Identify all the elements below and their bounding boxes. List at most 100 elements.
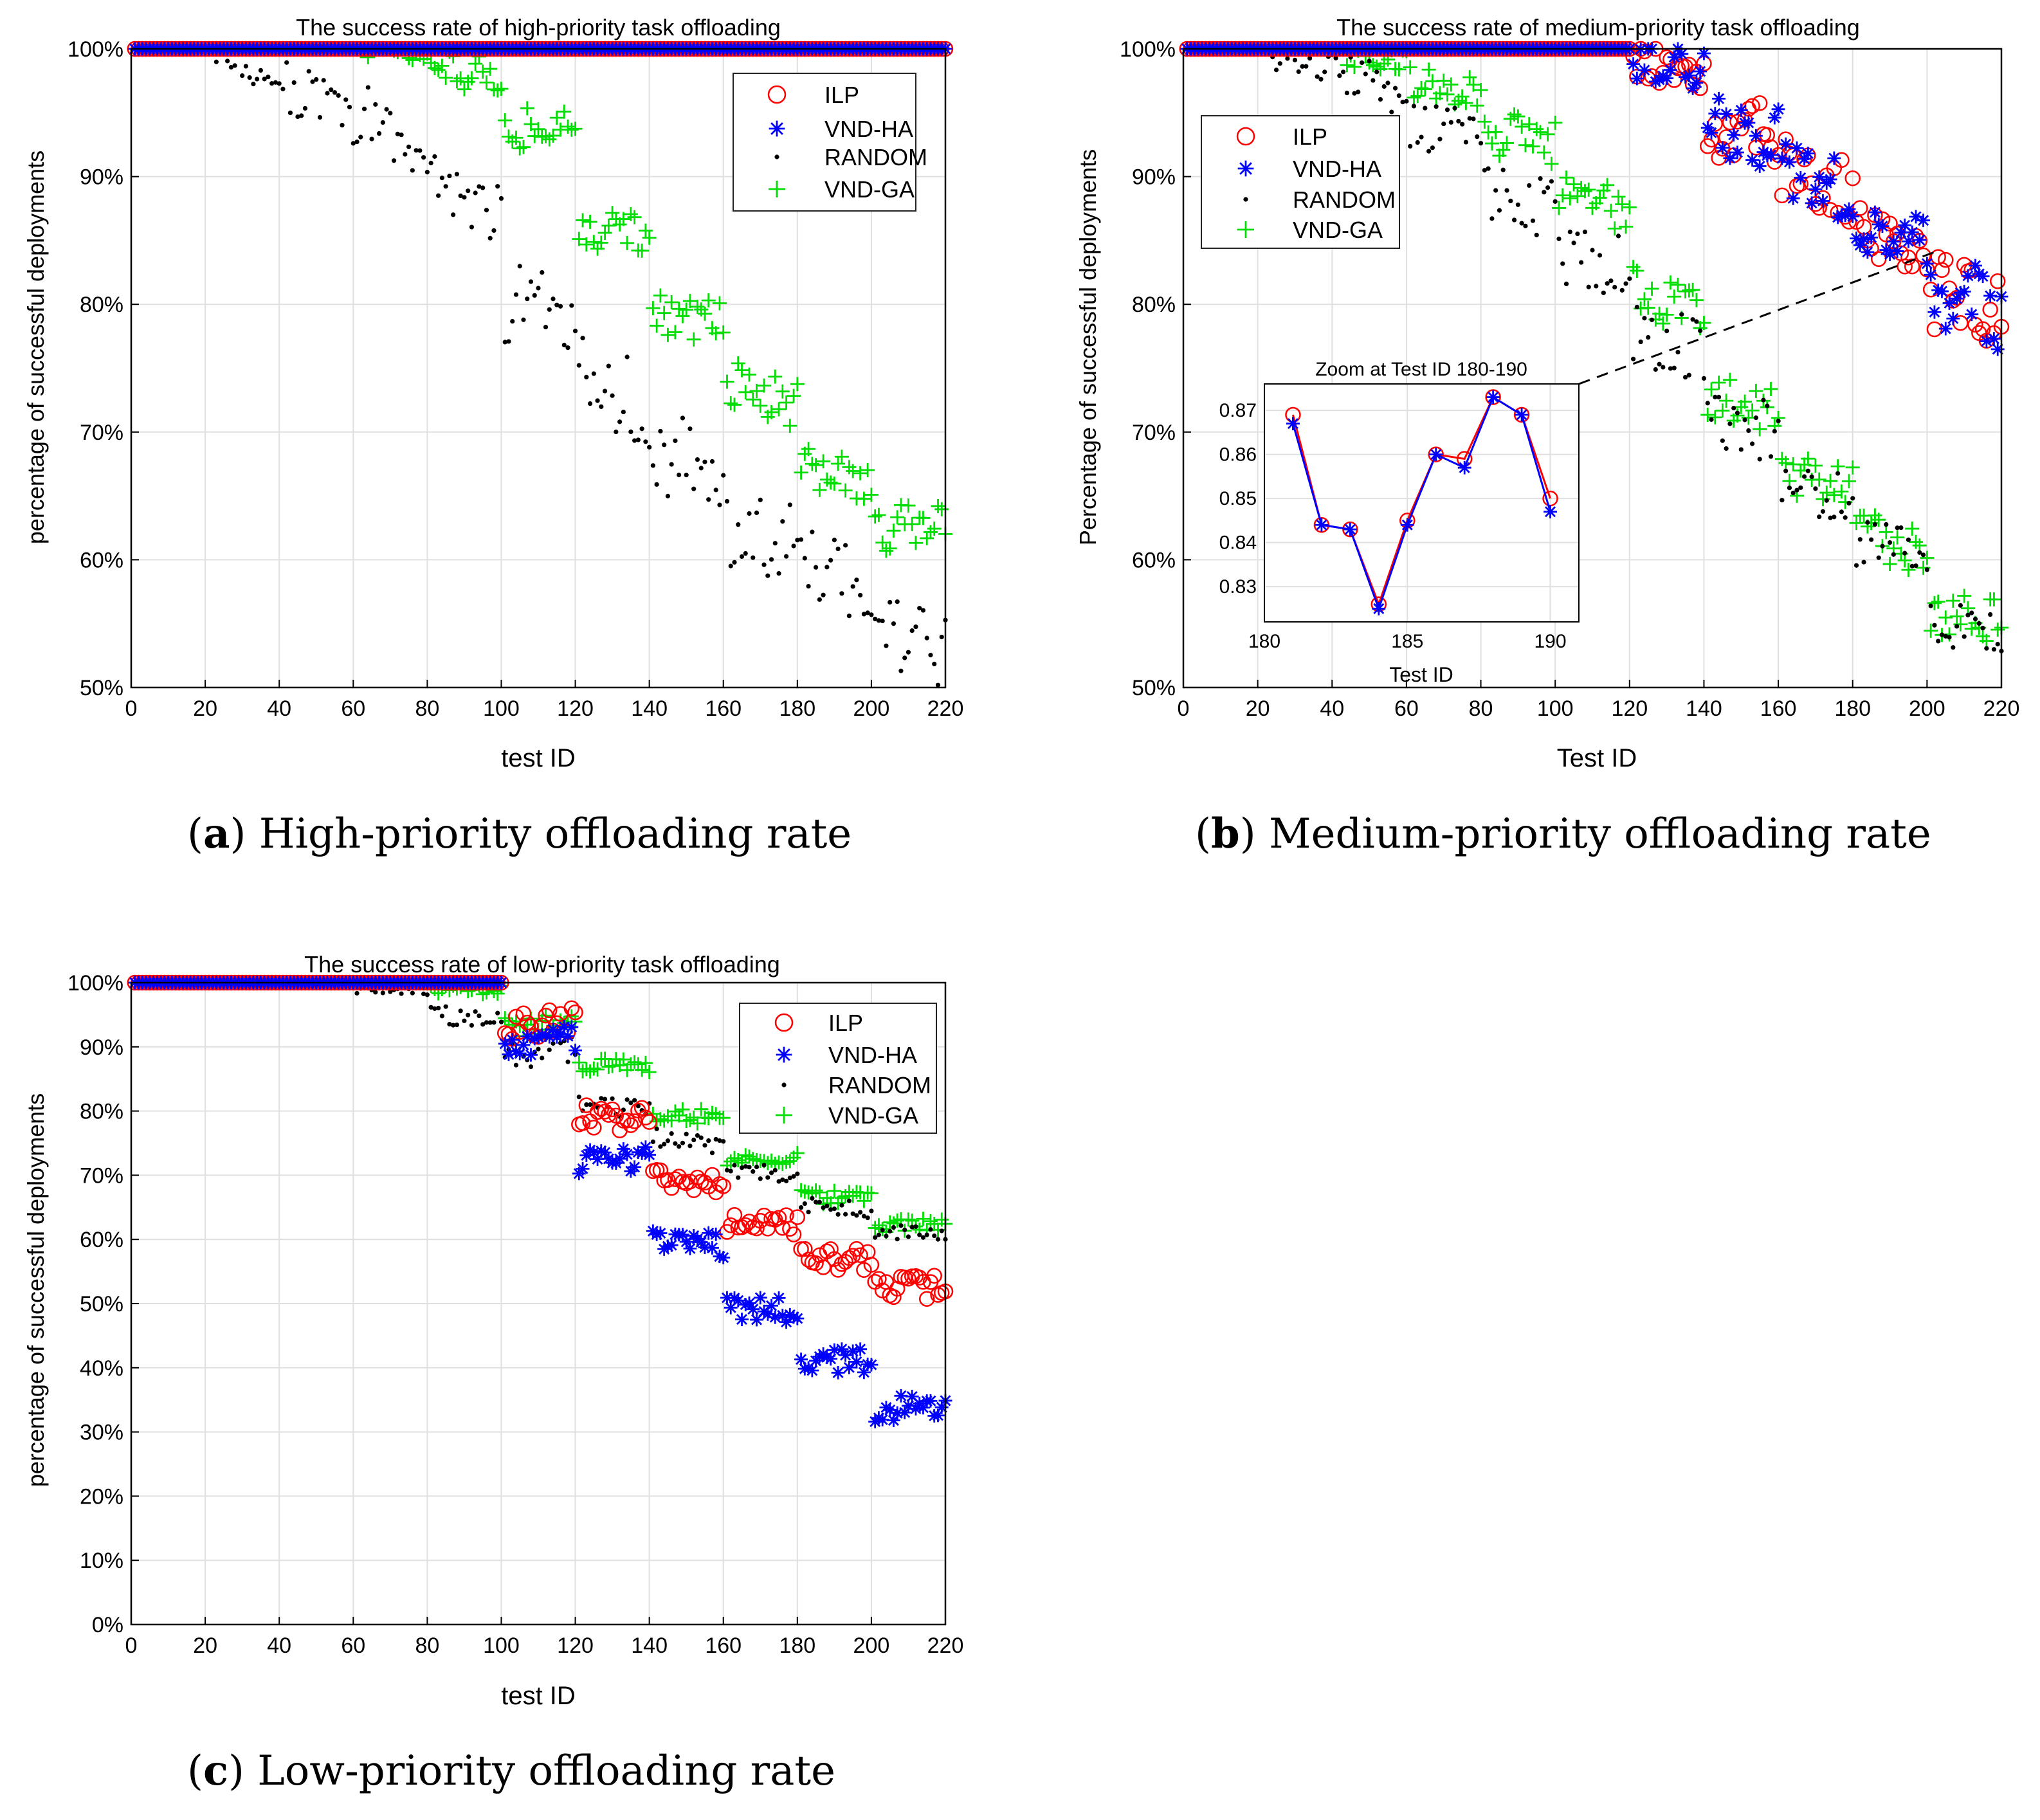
data-point-random [1337, 73, 1342, 78]
data-point-random [1381, 84, 1387, 89]
data-point-random [1426, 149, 1432, 154]
data-point-random [1765, 403, 1770, 408]
data-point-vnd-ga [916, 1212, 931, 1226]
data-point-random [643, 439, 648, 444]
x-tick-label: 220 [1983, 696, 2020, 721]
data-point-random [1511, 217, 1517, 223]
data-point-random [650, 463, 655, 468]
data-point-vnd-ha [1753, 159, 1767, 173]
data-point-vnd-ga [886, 523, 901, 538]
data-point-vnd-ga [1459, 96, 1473, 111]
data-point-vnd-ga [682, 294, 697, 309]
data-point-vnd-ha [642, 1148, 657, 1162]
data-point-random [880, 618, 885, 624]
data-point-random [739, 554, 745, 560]
data-point-random [665, 493, 671, 498]
data-point-vnd-ga [1637, 292, 1652, 307]
data-point-random [888, 599, 893, 605]
data-point-vnd-ha [1794, 170, 1808, 185]
data-point-random [532, 293, 537, 298]
data-point-random [688, 426, 693, 432]
data-point-random [706, 1138, 711, 1143]
data-point-random [858, 592, 863, 598]
data-point-random [1333, 55, 1338, 60]
data-point-random [787, 502, 792, 507]
data-point-random [1456, 118, 1461, 124]
data-point-vnd-ga [1897, 553, 1912, 568]
data-point-vnd-ga [675, 1102, 690, 1117]
inset-plot: 180 185 190 0.83 0.84 0.85 0.86 0.87 [1219, 383, 1580, 652]
data-point-random [462, 1018, 467, 1023]
data-point-random [677, 1144, 682, 1149]
data-point-vnd-ga [1909, 534, 1924, 549]
data-point-random [295, 114, 300, 120]
data-point-vnd-ha [1764, 148, 1778, 162]
inset-x-tick-label: 190 [1535, 631, 1567, 652]
data-point-random [821, 1205, 826, 1210]
data-point-random [728, 563, 733, 569]
data-point-vnd-ha [1868, 205, 1882, 219]
data-point-random [684, 472, 689, 478]
data-point-vnd-ga [787, 388, 801, 403]
data-point-random [1727, 421, 1733, 426]
y-tick-label: 30% [80, 1421, 123, 1445]
data-point-random [695, 457, 700, 462]
data-point-ilp [1751, 95, 1768, 111]
data-point-random [343, 97, 349, 102]
x-tick-label: 140 [1686, 696, 1722, 721]
data-point-vnd-ga [1611, 189, 1626, 204]
series-ilp [127, 974, 954, 1307]
data-point-random [1976, 621, 1981, 626]
data-point-random [1857, 537, 1862, 542]
data-point-vnd-ga [1890, 530, 1905, 545]
data-point-random [724, 1167, 730, 1173]
data-point-vnd-ga [1488, 125, 1503, 140]
data-point-vnd-ha [1704, 125, 1718, 140]
data-point-vnd-ga [1964, 621, 1979, 636]
caption-a-letter: a [203, 810, 230, 858]
data-point-vnd-ga [923, 525, 938, 540]
data-point-vnd-ga [749, 383, 764, 398]
data-point-vnd-ga [1979, 633, 1994, 648]
x-tick-label: 60 [1394, 696, 1419, 721]
x-tick-label: 160 [1760, 696, 1797, 721]
data-point-vnd-ga [490, 83, 505, 98]
data-point-random [561, 342, 567, 348]
inset-point-ilp [1513, 406, 1530, 423]
data-point-random [1735, 410, 1740, 415]
panel-a-title: The success rate of high-priority task o… [296, 14, 781, 41]
data-point-vnd-ga [616, 212, 631, 226]
inset-point-vnd-ha [1286, 417, 1300, 431]
data-point-vnd-ga [646, 301, 660, 316]
data-point-random [587, 1102, 593, 1107]
data-point-random [302, 105, 308, 111]
data-point-random [1750, 441, 1755, 446]
data-point-vnd-ha [1890, 244, 1904, 259]
data-point-random [873, 616, 878, 622]
data-point-vnd-ga [1525, 139, 1540, 154]
data-point-random [1690, 317, 1695, 322]
panel-b-axes-frame [1182, 48, 2003, 689]
data-point-vnd-ha [1749, 129, 1763, 143]
data-point-random [347, 104, 352, 110]
data-point-vnd-ga [1403, 60, 1417, 75]
data-point-random [824, 1203, 830, 1208]
x-tick-label: 80 [1469, 696, 1493, 721]
data-point-random [677, 472, 682, 478]
data-point-vnd-ga [1987, 592, 2001, 607]
data-point-random [1601, 290, 1606, 295]
data-point-vnd-ga [631, 1057, 646, 1071]
inset-y-tick-label: 0.87 [1219, 400, 1257, 421]
data-point-vnd-ha [1946, 311, 1960, 325]
data-point-vnd-ga [1392, 62, 1407, 77]
data-point-random [1545, 185, 1551, 190]
data-point-vnd-ga [805, 457, 819, 471]
data-point-random [1504, 188, 1509, 193]
data-point-random [906, 650, 911, 655]
legend-c-vndha-label: VND-HA [828, 1042, 917, 1068]
data-point-random [1318, 77, 1324, 82]
data-point-vnd-ga [1686, 282, 1700, 297]
data-point-random [776, 1179, 781, 1184]
data-point-random [1448, 120, 1453, 125]
data-point-vnd-ga [1957, 588, 1972, 603]
